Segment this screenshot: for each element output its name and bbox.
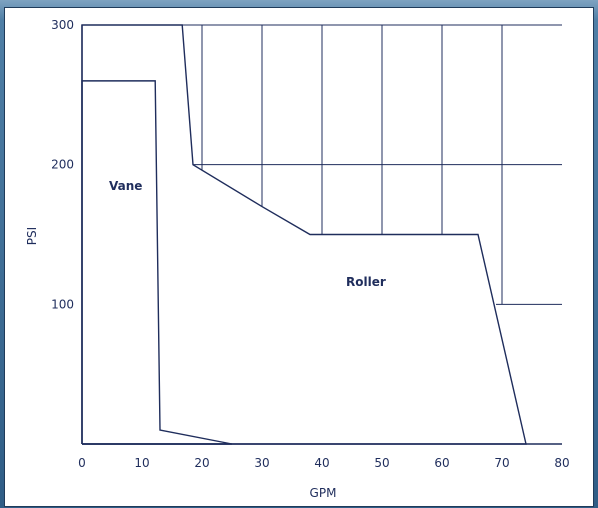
- y-tick-label: 300: [51, 18, 74, 32]
- x-tick-label: 0: [78, 456, 86, 470]
- y-tick-label: 100: [51, 297, 74, 311]
- y-axis-label: PSI: [25, 227, 39, 245]
- x-axis-label: GPM: [310, 486, 337, 500]
- x-tick-label: 30: [254, 456, 269, 470]
- region-outline-roller: [81, 24, 527, 445]
- tick-labels: 0 10 20 30 40 50 60 70 80 100 200 300: [51, 18, 570, 470]
- chart-panel: [4, 7, 594, 507]
- x-tick-label: 60: [434, 456, 449, 470]
- region-outline-vane: [81, 80, 233, 445]
- y-tick-label: 200: [51, 158, 74, 172]
- x-tick-label: 10: [134, 456, 149, 470]
- axes: [81, 25, 562, 445]
- region-outlines: [81, 24, 527, 445]
- grid-lines: [182, 24, 562, 305]
- region-label-vane: Vane: [109, 179, 142, 193]
- region-label-roller: Roller: [346, 275, 386, 289]
- x-tick-label: 70: [494, 456, 509, 470]
- x-tick-label: 80: [554, 456, 569, 470]
- x-tick-label: 40: [314, 456, 329, 470]
- x-tick-label: 50: [374, 456, 389, 470]
- x-tick-label: 20: [194, 456, 209, 470]
- region-labels: Vane Roller: [109, 179, 386, 289]
